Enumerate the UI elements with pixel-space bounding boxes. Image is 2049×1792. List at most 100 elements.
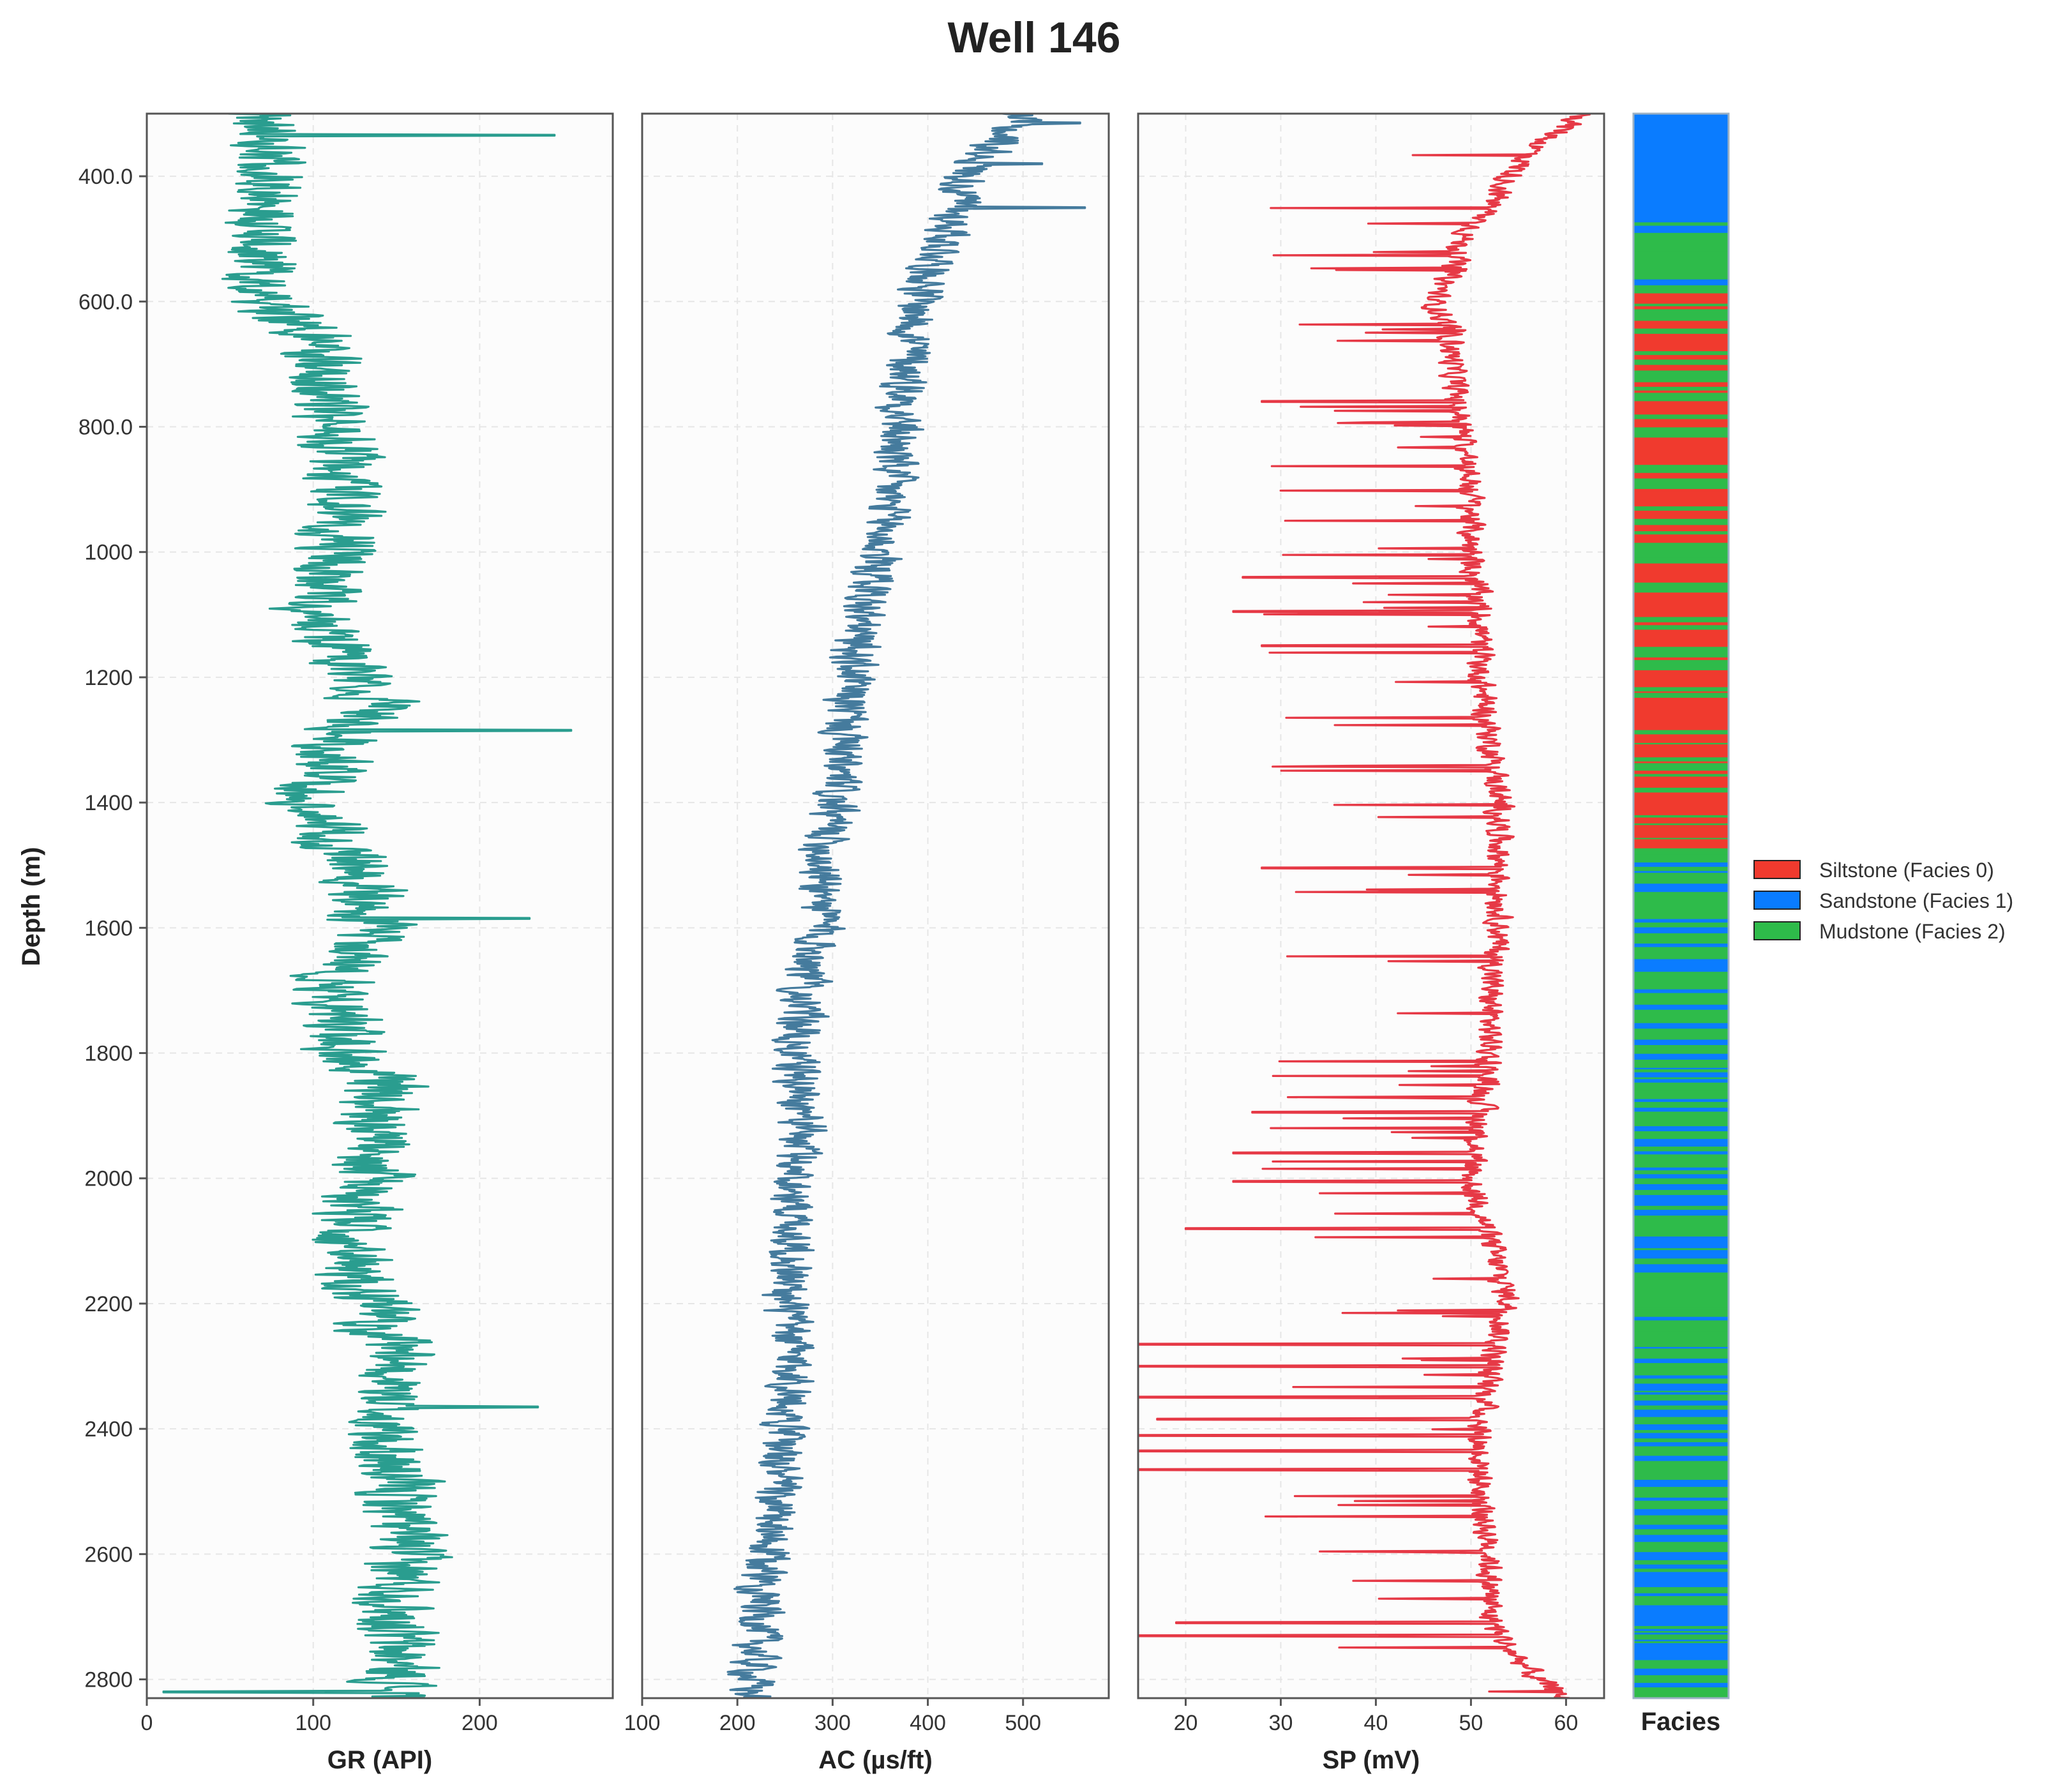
facies-band [1633,1687,1729,1694]
track-frame [146,112,614,1699]
facies-band [1633,1170,1729,1175]
facies-band [1633,592,1729,596]
facies-band [1633,884,1729,889]
facies-band [1633,1593,1729,1597]
facies-band [1633,269,1729,275]
facies-band [1633,1099,1729,1103]
facies-band [1633,1205,1729,1208]
facies-band [1633,1223,1729,1229]
facies-band [1633,949,1729,952]
facies-band [1633,1683,1729,1686]
facies-band [1633,1629,1729,1632]
facies-band [1633,1053,1729,1060]
facies-band [1633,1264,1729,1269]
facies-band [1633,1231,1729,1237]
facies-band [1633,1219,1729,1223]
facies-band [1633,1572,1729,1574]
facies-band [1633,393,1729,399]
facies-band [1633,569,1729,574]
facies-band [1633,1009,1729,1013]
facies-band [1633,176,1729,179]
chart-title: Well 146 [948,13,1121,62]
facies-band [1633,1643,1729,1648]
facies-band [1633,1163,1729,1164]
facies-band [1633,314,1729,321]
track-background [1138,114,1604,1698]
facies-band [1633,117,1729,122]
facies-band [1633,370,1729,374]
facies-band [1633,1396,1729,1401]
facies-band [1633,963,1729,970]
facies-band [1633,162,1729,164]
facies-band [1633,1392,1729,1396]
facies-band [1633,1359,1729,1364]
facies-band [1633,447,1729,452]
facies-band [1633,787,1729,793]
facies-band [1633,1314,1729,1318]
facies-legend: Siltstone (Facies 0) Sandstone (Facies 1)… [1753,859,2013,943]
facies-band [1633,1139,1729,1143]
facies-band [1633,1415,1729,1418]
facies-band [1633,1685,1729,1688]
curve-gr [162,114,573,1698]
facies-band [1633,179,1729,185]
facies-band [1633,543,1729,550]
facies-band [1633,988,1729,990]
facies-band [1633,681,1729,688]
x-axis-label: AC (µs/ft) [818,1746,933,1774]
facies-band [1633,1288,1729,1293]
facies-band [1633,472,1729,479]
facies-band [1633,1154,1729,1161]
facies-band [1633,293,1729,299]
depth-axis: 400.0 600.0 800.0 1000 1200 1400 1600 1800 2000 2… [79,165,147,1692]
facies-band [1633,610,1729,617]
y-tick-label: 800.0 [79,416,133,440]
facies-band [1633,905,1729,908]
facies-band [1633,336,1729,340]
facies-band [1633,761,1729,764]
facies-band [1633,1602,1729,1606]
facies-band [1633,1254,1729,1259]
facies-band [1633,1160,1729,1163]
track-sp: 20 30 40 50 60 SP (mV) [1137,112,1605,1774]
facies-band [1633,401,1729,406]
facies-band [1633,1417,1729,1423]
facies-band [1633,1048,1729,1055]
curve-sp [1138,114,1591,1698]
facies-band [1633,944,1729,946]
facies-band [1633,625,1729,630]
facies-band [1633,537,1729,542]
facies-band [1633,141,1729,145]
y-tick-label: 1600 [84,916,133,940]
x-tick-label: 20 [1174,1711,1198,1735]
facies-band [1633,1207,1729,1210]
facies-band [1633,742,1729,745]
facies-band [1633,1424,1729,1431]
facies-band [1633,722,1729,725]
facies-band [1633,959,1729,962]
y-tick-label: 2000 [84,1167,133,1191]
facies-band [1633,1596,1729,1602]
facies-band [1633,382,1729,388]
facies-band [1633,873,1729,875]
facies-band [1633,1108,1729,1112]
facies-band [1633,152,1729,158]
facies-band [1633,1422,1729,1425]
facies-band [1633,1077,1729,1080]
facies-band [1633,1497,1729,1502]
x-tick-label: 100 [624,1711,661,1735]
facies-band [1633,919,1729,923]
facies-band [1633,747,1729,750]
facies-band [1633,232,1729,237]
facies-band [1633,127,1729,132]
y-tick-label: 1000 [84,541,133,565]
facies-band [1633,659,1729,666]
facies-band [1633,1019,1729,1024]
facies-band [1633,1135,1729,1140]
facies-band [1633,1587,1729,1594]
facies-band [1633,723,1729,731]
facies-band [1633,460,1729,465]
facies-band [1633,716,1729,723]
facies-band [1633,442,1729,448]
facies-band [1633,670,1729,674]
